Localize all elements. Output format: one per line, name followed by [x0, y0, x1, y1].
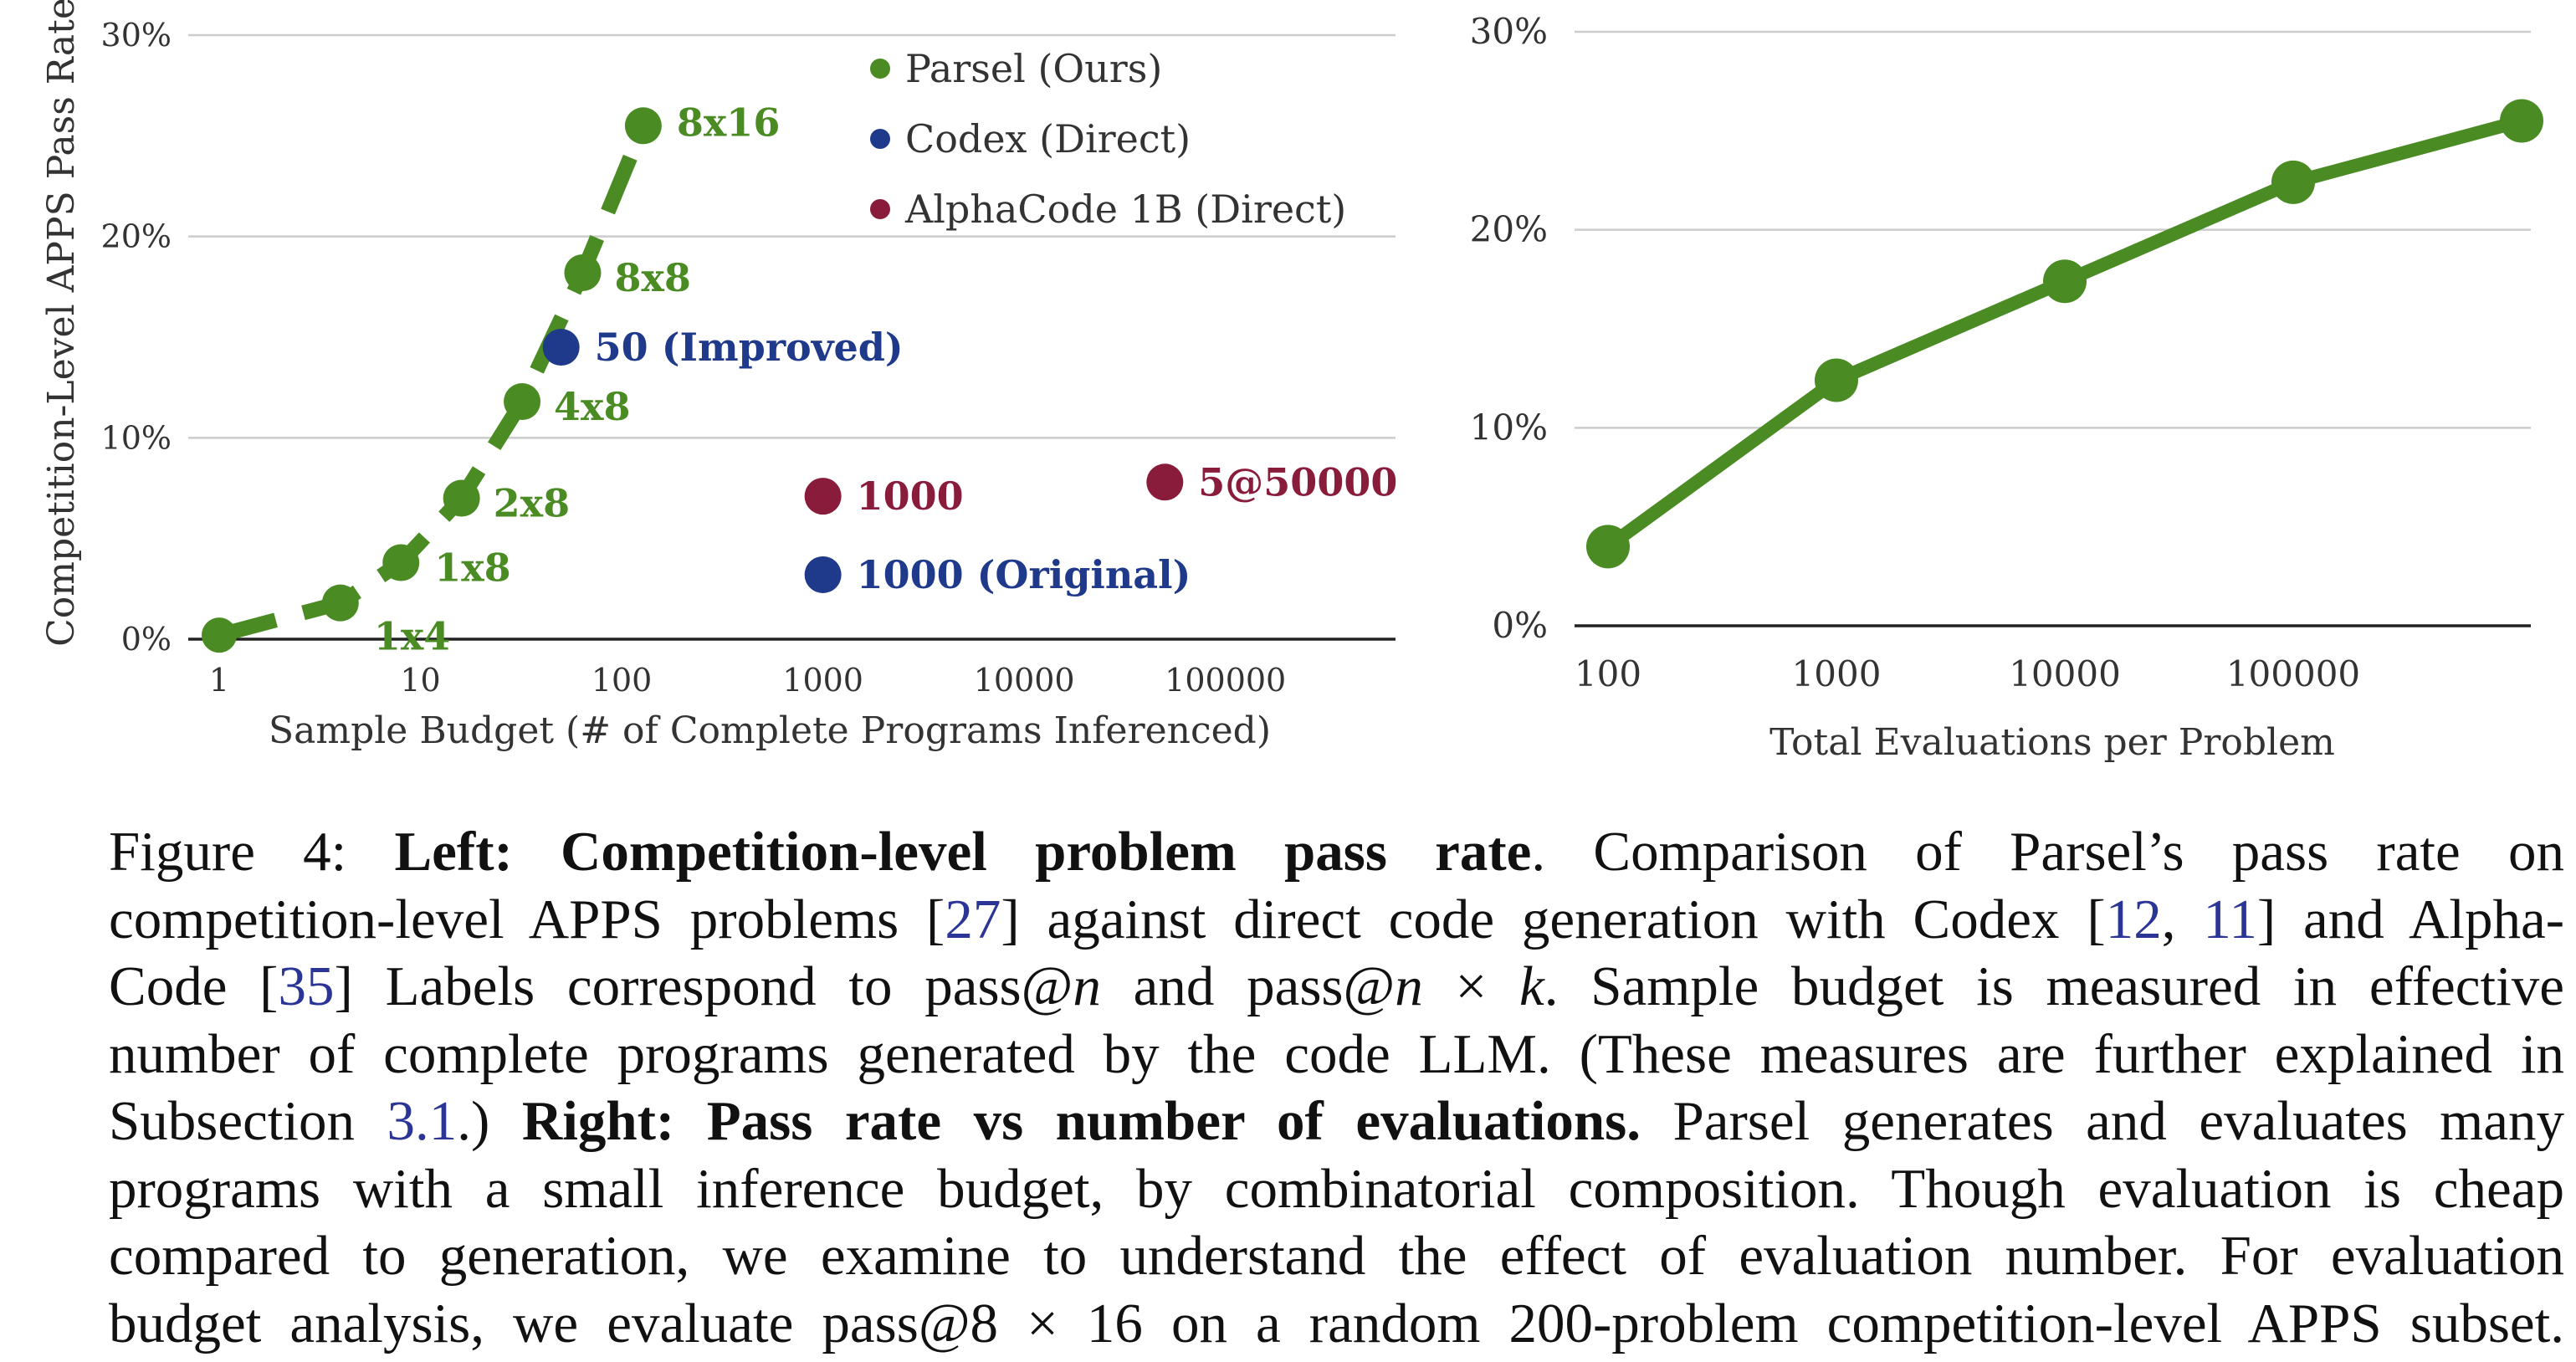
data-point — [382, 544, 420, 581]
x-tick-label: 100 — [1575, 653, 1641, 694]
caption-line: programs with a small inference budget, … — [109, 1155, 2564, 1223]
figure-caption: Figure 4: Left: Competition-level proble… — [109, 818, 2564, 1357]
point-label: 8x8 — [614, 255, 690, 300]
caption-text: Parsel generates and evaluates many — [1640, 1090, 2564, 1152]
caption-line: Subsection 3.1.) Right: Pass rate vs num… — [109, 1088, 2564, 1155]
citation-link[interactable]: 12 — [2105, 888, 2162, 950]
data-point — [1146, 463, 1184, 501]
parsel-dashed-line — [217, 122, 651, 643]
citation-link[interactable]: 27 — [945, 888, 1001, 950]
caption-text: , — [2161, 888, 2204, 950]
caption-text: and pass@ — [1100, 955, 1396, 1017]
point-label: 1000 — [857, 474, 964, 519]
x-tick-label: 100000 — [2226, 653, 2360, 694]
caption-bold-text: Right: Pass rate vs number of evaluation… — [521, 1090, 1641, 1152]
x-tick-label: 10000 — [974, 662, 1075, 699]
x-tick-label: 10000 — [2009, 653, 2121, 694]
y-axis-title: Competition-Level APPS Pass Rate — [40, 0, 83, 647]
caption-line: budget analysis, we evaluate pass@8 × 16… — [109, 1290, 2564, 1358]
y-tick-label: 0% — [121, 621, 172, 658]
data-point — [2500, 99, 2543, 143]
data-point — [542, 329, 580, 366]
caption-bold-text: Left: Competition-level problem pass rat… — [394, 821, 1532, 883]
x-tick-label: 100000 — [1165, 662, 1286, 699]
data-point — [804, 556, 842, 593]
y-tick-label: 0% — [1492, 605, 1548, 646]
data-point — [1815, 358, 1858, 402]
citation-link[interactable]: 3.1 — [387, 1090, 458, 1152]
x-tick-label: 1000 — [1792, 653, 1882, 694]
right-chart: 0% 10% 20% 30% 100 1000 10000 100000 Total Evalu… — [1470, 11, 2543, 764]
point-label: 5@50000 — [1198, 459, 1397, 504]
caption-text: ] Labels correspond to pass@ — [334, 955, 1073, 1017]
citation-link[interactable]: 35 — [278, 955, 335, 1017]
x-axis-title: Total Evaluations per Problem — [1769, 721, 2335, 764]
point-label: 2x8 — [494, 481, 570, 526]
data-point — [443, 479, 480, 517]
point-label: 50 (Improved) — [595, 325, 904, 370]
data-point — [1586, 525, 1630, 569]
y-tick-label: 20% — [1470, 209, 1548, 250]
legend-label: Codex (Direct) — [905, 116, 1191, 161]
y-tick-label: 20% — [101, 218, 172, 255]
caption-line: number of complete programs generated by… — [109, 1021, 2564, 1088]
legend-marker — [870, 59, 890, 79]
evaluations-line — [1601, 114, 2528, 554]
caption-text: programs with a small inference budget, … — [109, 1157, 2564, 1220]
caption-text: .) — [457, 1090, 522, 1152]
caption-text: n — [1395, 955, 1423, 1017]
legend-label: Parsel (Ours) — [905, 46, 1162, 91]
point-label: 1x8 — [434, 545, 510, 591]
legend-marker — [870, 199, 890, 219]
legend-marker — [870, 129, 890, 149]
point-label: 1x4 — [374, 614, 450, 659]
caption-text: ] and Alpha- — [2256, 888, 2565, 950]
caption-text: budget analysis, we evaluate pass@8 × 16… — [109, 1292, 2564, 1354]
caption-line: Figure 4: Left: Competition-level proble… — [109, 818, 2564, 886]
caption-text: compared to generation, we examine to un… — [109, 1225, 2564, 1287]
y-tick-label: 30% — [1470, 11, 1548, 52]
caption-text: n — [1073, 955, 1101, 1017]
x-tick-label: 1 — [209, 662, 229, 699]
data-point — [504, 383, 541, 421]
x-axis-title: Sample Budget (# of Complete Programs In… — [269, 709, 1271, 752]
data-point — [624, 107, 662, 145]
caption-text: competition-level APPS problems [ — [109, 888, 945, 950]
caption-line: competition-level APPS problems [27] aga… — [109, 886, 2564, 954]
citation-link[interactable]: 11 — [2203, 888, 2257, 950]
caption-text: number of complete programs generated by… — [109, 1022, 2564, 1085]
caption-text: ] against direct code generation with Co… — [1001, 888, 2106, 950]
caption-text: . Comparison of Parsel’s pass rate on — [1531, 821, 2564, 883]
caption-text: Subsection — [109, 1090, 387, 1152]
x-tick-label: 1000 — [782, 662, 863, 699]
y-tick-label: 30% — [101, 17, 172, 54]
x-tick-label: 10 — [400, 662, 440, 699]
y-tick-label: 10% — [1470, 407, 1548, 448]
point-label: 4x8 — [554, 384, 630, 429]
caption-text: k — [1519, 955, 1544, 1017]
data-point — [202, 617, 237, 653]
data-point — [2271, 160, 2315, 204]
caption-text: . Sample budget is measured in effective — [1544, 955, 2564, 1017]
legend-label: AlphaCode 1B (Direct) — [904, 187, 1346, 232]
data-point — [564, 253, 602, 291]
caption-text: × — [1422, 955, 1519, 1017]
caption-text: Figure 4: — [109, 821, 395, 883]
caption-line: Code [35] Labels correspond to pass@n an… — [109, 953, 2564, 1021]
data-point — [804, 478, 842, 515]
point-label: 1000 (Original) — [857, 552, 1191, 597]
x-tick-label: 100 — [592, 662, 653, 699]
caption-line: compared to generation, we examine to un… — [109, 1222, 2564, 1290]
caption-text: Code [ — [109, 955, 279, 1017]
left-chart: 0% 10% 20% 30% 1 10 100 1000 10000 100000 Sample B… — [40, 0, 1397, 752]
data-point — [2043, 259, 2087, 304]
point-label: 8x16 — [677, 100, 780, 145]
data-point — [321, 584, 359, 622]
y-tick-label: 10% — [101, 419, 172, 456]
